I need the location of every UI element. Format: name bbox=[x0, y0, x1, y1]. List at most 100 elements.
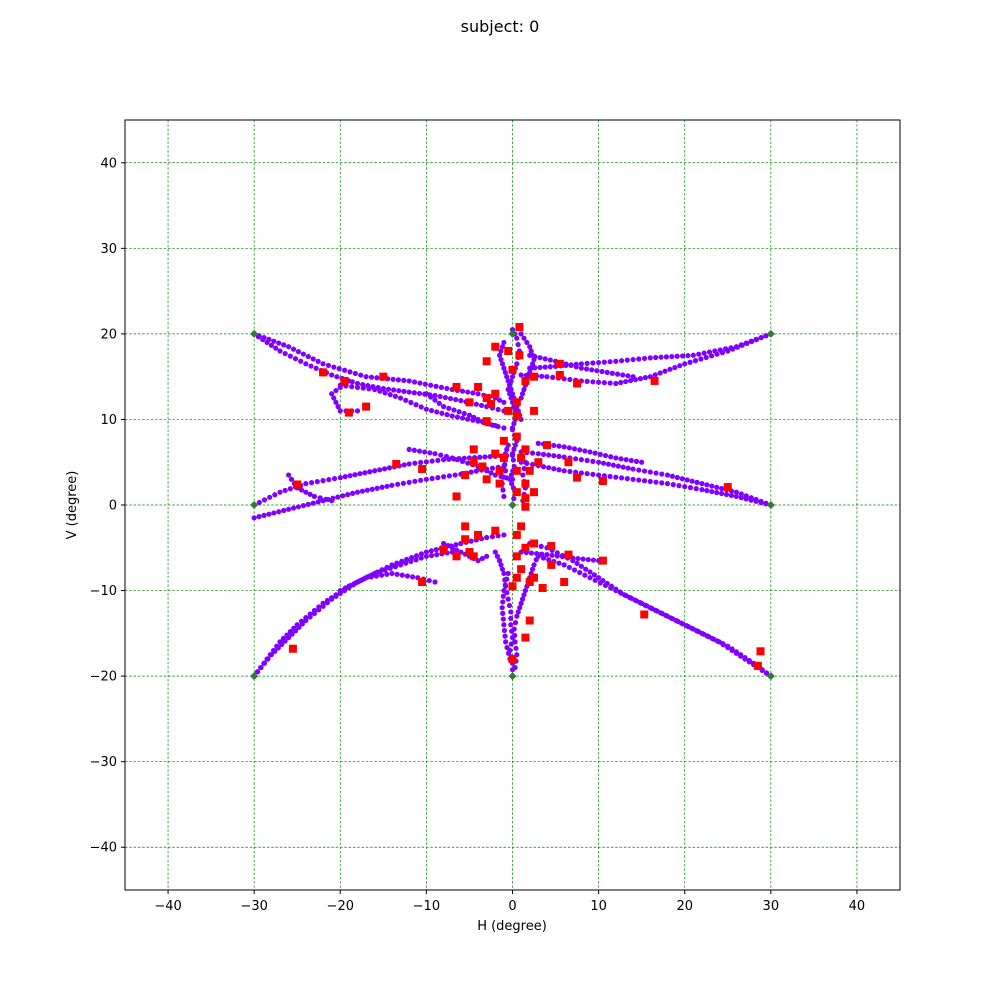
gaze-sample-point bbox=[647, 478, 653, 485]
gaze-sample-point bbox=[310, 356, 316, 362]
gaze-sample-point bbox=[514, 613, 520, 619]
gaze-sample-point bbox=[590, 471, 596, 477]
fixation-point bbox=[465, 548, 474, 557]
gaze-sample-point bbox=[315, 358, 321, 364]
gaze-sample-point bbox=[272, 492, 278, 498]
gaze-sample-point bbox=[512, 664, 518, 671]
gaze-sample-point bbox=[396, 388, 402, 394]
fixation-point bbox=[362, 402, 371, 411]
gaze-sample-point bbox=[508, 615, 514, 621]
gaze-sample-point bbox=[519, 391, 526, 397]
gaze-sample-point bbox=[583, 566, 589, 572]
gaze-sample-point bbox=[368, 574, 374, 580]
gaze-sample-point bbox=[286, 506, 292, 512]
y-tick-label: −20 bbox=[90, 670, 117, 685]
gaze-sample-point bbox=[320, 361, 326, 367]
fixation-point bbox=[517, 522, 526, 531]
gaze-sample-point bbox=[701, 350, 707, 356]
fixation-point bbox=[508, 365, 517, 374]
gaze-sample-point bbox=[400, 480, 407, 486]
fixation-point bbox=[452, 382, 461, 391]
gaze-sample-point bbox=[512, 639, 518, 645]
target-point bbox=[250, 672, 259, 681]
gaze-sample-point bbox=[403, 560, 409, 566]
gaze-sample-point bbox=[636, 467, 642, 473]
gaze-sample-point bbox=[418, 551, 425, 557]
gaze-sample-point bbox=[591, 572, 597, 578]
gaze-sample-point bbox=[342, 474, 348, 480]
gaze-sample-point bbox=[518, 331, 524, 337]
gaze-sample-point bbox=[290, 505, 297, 511]
gaze-sample-point bbox=[333, 387, 339, 394]
gaze-sample-point bbox=[528, 348, 534, 354]
gaze-sample-point bbox=[368, 374, 375, 380]
gaze-sample-point bbox=[288, 476, 295, 482]
gaze-sample-point bbox=[527, 344, 533, 350]
gaze-sample-point bbox=[521, 466, 527, 472]
gaze-sample-point bbox=[254, 669, 260, 675]
gaze-sample-point bbox=[281, 342, 287, 348]
gaze-sample-point bbox=[641, 468, 648, 474]
fixation-point bbox=[491, 342, 500, 351]
gaze-sample-point bbox=[719, 350, 725, 356]
gaze-sample-point bbox=[662, 368, 668, 374]
gaze-sample-point bbox=[446, 473, 452, 479]
fixation-point bbox=[525, 466, 534, 475]
gaze-sample-point bbox=[498, 356, 504, 363]
gaze-sample-point bbox=[432, 451, 438, 457]
gaze-sample-point bbox=[647, 469, 653, 475]
gaze-sample-point bbox=[620, 372, 626, 378]
gaze-sample-point bbox=[423, 391, 429, 397]
gaze-sample-point bbox=[387, 565, 393, 571]
gaze-sample-point bbox=[517, 605, 523, 611]
gaze-sample-point bbox=[307, 491, 313, 497]
gaze-sample-point bbox=[311, 607, 318, 614]
gaze-sample-point bbox=[613, 587, 619, 594]
gaze-sample-point bbox=[501, 532, 507, 538]
gaze-sample-point bbox=[426, 577, 432, 584]
gaze-sample-point bbox=[613, 455, 619, 461]
gaze-sample-point bbox=[739, 342, 745, 348]
x-axis-label: H (degree) bbox=[477, 919, 547, 934]
gaze-sample-point bbox=[422, 449, 428, 455]
gaze-sample-point bbox=[418, 404, 424, 410]
gaze-sample-point bbox=[709, 483, 715, 489]
gaze-sample-point bbox=[551, 453, 557, 459]
gaze-sample-point bbox=[329, 391, 335, 397]
gaze-sample-point bbox=[488, 470, 494, 476]
gaze-sample-point bbox=[600, 460, 607, 466]
gaze-sample-point bbox=[336, 366, 342, 372]
gaze-sample-point bbox=[584, 378, 590, 384]
fixation-point bbox=[525, 616, 534, 625]
gaze-sample-point bbox=[653, 354, 659, 361]
fixation-point bbox=[521, 543, 530, 552]
gaze-sample-point bbox=[540, 451, 547, 457]
gaze-sample-point bbox=[342, 585, 349, 591]
gaze-sample-point bbox=[738, 491, 744, 497]
gaze-sample-point bbox=[753, 498, 759, 504]
gaze-sample-point bbox=[314, 479, 320, 485]
gaze-sample-point bbox=[709, 353, 715, 359]
gaze-sample-point bbox=[537, 355, 543, 361]
gaze-sample-point bbox=[434, 409, 440, 415]
gaze-sample-point bbox=[625, 373, 631, 379]
gaze-sample-point bbox=[379, 484, 385, 490]
gaze-sample-point bbox=[544, 374, 550, 380]
gaze-sample-point bbox=[509, 374, 516, 380]
fixation-point bbox=[491, 449, 500, 458]
gaze-sample-point bbox=[556, 560, 562, 566]
gaze-sample-point bbox=[411, 379, 418, 385]
gaze-sample-point bbox=[607, 359, 613, 365]
gaze-sample-point bbox=[590, 360, 596, 366]
gaze-sample-point bbox=[647, 355, 653, 361]
fixation-markers bbox=[288, 323, 765, 670]
gaze-sample-point bbox=[748, 497, 754, 503]
gaze-sample-point bbox=[499, 566, 506, 572]
gaze-sample-point bbox=[329, 498, 335, 504]
gaze-sample-point bbox=[711, 636, 717, 642]
y-tick-label: 20 bbox=[100, 327, 117, 342]
gaze-sample-point bbox=[578, 365, 584, 371]
gaze-sample-point bbox=[442, 394, 448, 401]
gaze-sample-point bbox=[348, 582, 354, 589]
gaze-sample-point bbox=[596, 379, 602, 385]
